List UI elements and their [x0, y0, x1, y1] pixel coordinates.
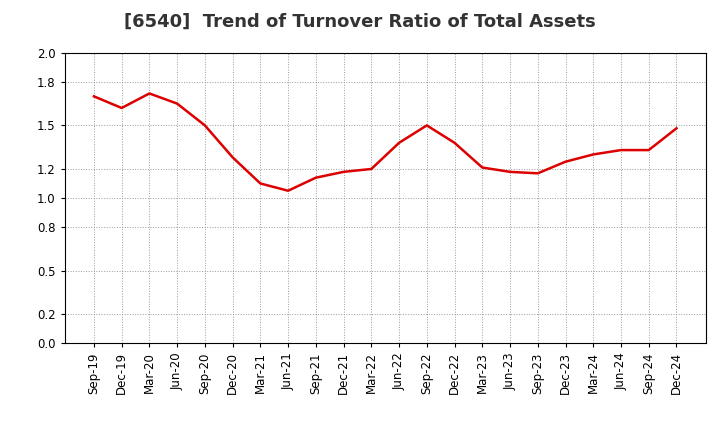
Text: [6540]  Trend of Turnover Ratio of Total Assets: [6540] Trend of Turnover Ratio of Total … [124, 13, 596, 31]
